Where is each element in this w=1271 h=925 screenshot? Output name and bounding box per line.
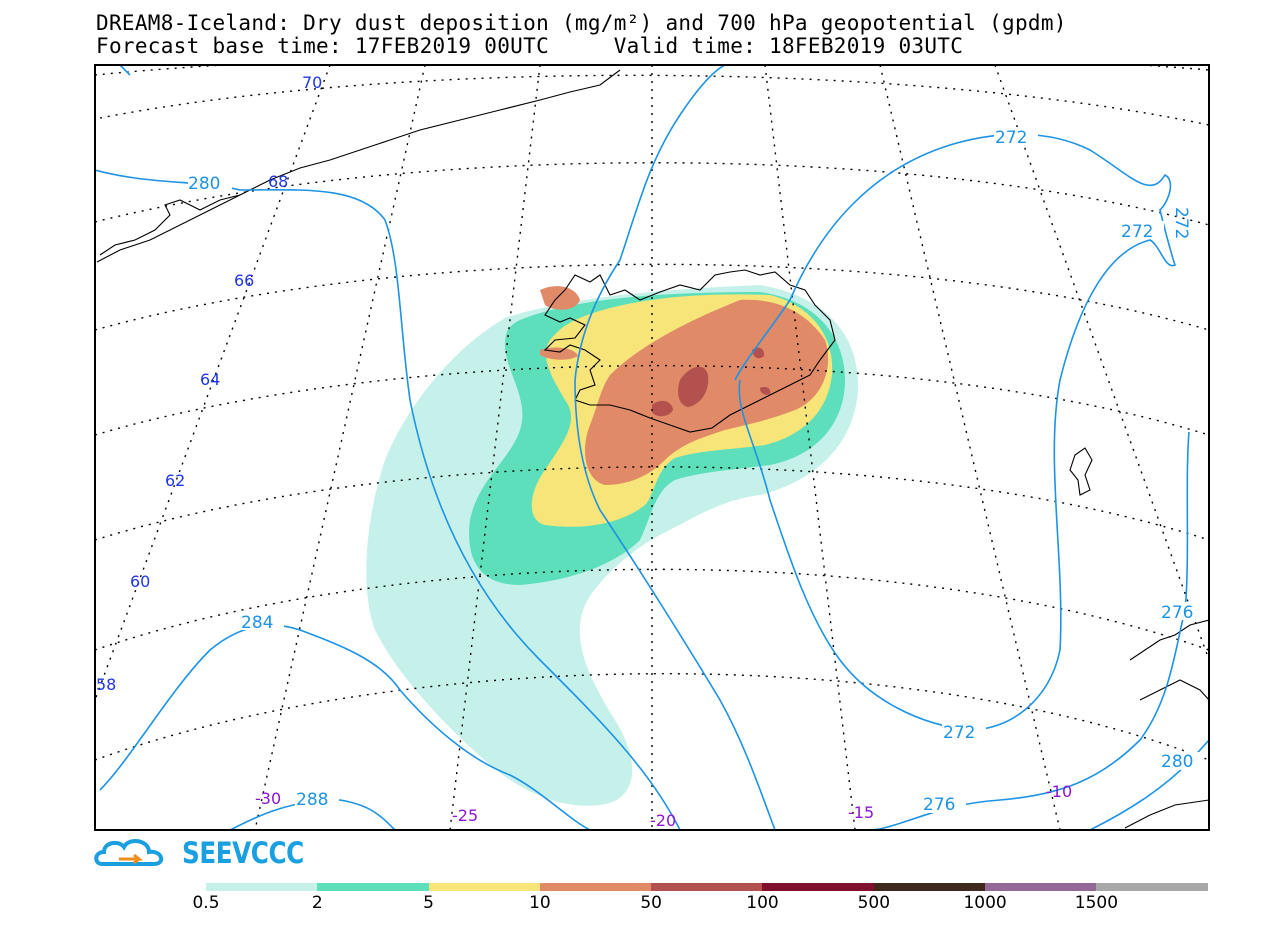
map-title: DREAM8-Iceland: Dry dust deposition (mg/…	[96, 11, 1067, 35]
longitude-labels: -30 -25 -20 -15 -10	[255, 782, 1072, 830]
dust-level-50-d	[760, 386, 771, 395]
colorbar-segment	[762, 883, 874, 891]
coastlines	[96, 69, 1209, 829]
colorbar-label: 1000	[963, 893, 1007, 913]
dust-level-10-nw	[540, 286, 580, 310]
dust-level-50-b	[652, 400, 673, 417]
colorbar-segment	[651, 883, 763, 891]
colorbar-segment	[1096, 883, 1208, 891]
latitude-label: 66	[234, 271, 254, 290]
forecast-base-time: Forecast base time: 17FEB2019 00UTC	[96, 34, 550, 58]
longitude-label: -15	[848, 803, 874, 822]
contour-288	[229, 799, 396, 830]
latitude-label: 60	[130, 572, 150, 591]
colorbar-segment	[873, 883, 986, 891]
latitude-label: 62	[165, 471, 185, 490]
colorbar-label: 1500	[1074, 893, 1119, 913]
colorbar-label: 10	[529, 893, 551, 913]
colorbar-label: 2	[311, 893, 323, 913]
seevccc-logo	[94, 839, 164, 866]
colorbar	[206, 883, 1208, 891]
contour-label: 272	[1121, 222, 1153, 242]
valid-time: Valid time: 18FEB2019 03UTC	[613, 34, 964, 58]
dust-level-10	[585, 299, 829, 485]
latitude-label: 64	[200, 370, 220, 389]
contour-280	[95, 169, 681, 830]
contour-272-loop	[734, 133, 1176, 731]
colorbar-label: 0.5	[192, 893, 220, 913]
dust-level-50-a	[678, 366, 709, 407]
contour-north-edge	[119, 65, 131, 76]
map-area	[95, 65, 1209, 830]
colorbar-segment	[206, 883, 318, 891]
contour-272-west	[574, 379, 776, 830]
colorbar-label: 5	[423, 893, 435, 913]
colorbar-segment	[985, 883, 1097, 891]
longitude-label: -20	[650, 811, 676, 830]
map-frame	[94, 64, 1210, 831]
cloud-icon	[94, 839, 164, 866]
contour-label: 280	[188, 174, 220, 194]
latitude-label: 68	[268, 172, 288, 191]
contour-276-east	[869, 431, 1190, 830]
colorbar-label: 500	[857, 893, 891, 913]
latitude-label: 70	[302, 73, 322, 92]
contour-label: 272	[1171, 207, 1191, 239]
contour-label: 280	[1161, 752, 1193, 772]
latitude-labels: 70 68 66 64 62 60 58	[96, 73, 322, 694]
contour-label: 284	[241, 613, 273, 633]
longitude-label: -25	[452, 806, 478, 825]
logo-text: SEEVCCC	[182, 836, 304, 870]
contour-272-north	[574, 65, 726, 381]
colorbar-label: 100	[746, 893, 779, 913]
colorbar-label: 50	[640, 893, 663, 913]
longitude-label: -30	[255, 789, 281, 808]
colorbar-segment	[428, 883, 540, 891]
longitude-label: -10	[1046, 782, 1072, 801]
latitude-label: 58	[96, 675, 116, 694]
contour-label-group: 280 272 272 272 284 288 276 276 272 280	[188, 127, 1204, 815]
colorbar-segment	[539, 883, 652, 891]
colorbar-segment	[317, 883, 429, 891]
contour-label: 288	[296, 790, 328, 810]
map-subtitle: Forecast base time: 17FEB2019 00UTC Vali…	[96, 35, 963, 57]
contour-284	[99, 624, 591, 830]
contour-label: 276	[1161, 603, 1193, 623]
contour-label: 276	[923, 795, 955, 815]
contour-label: 272	[943, 723, 975, 743]
geopotential-contours	[95, 65, 1209, 830]
contour-label: 272	[995, 128, 1027, 148]
